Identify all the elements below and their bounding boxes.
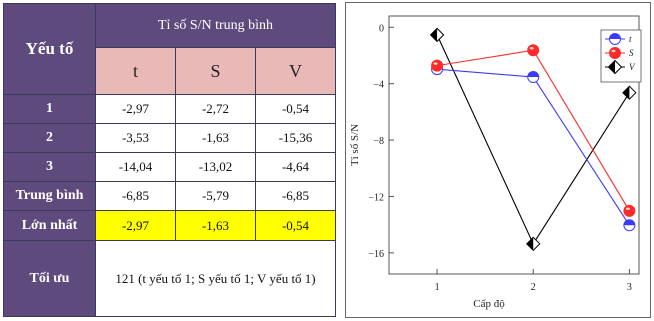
series-S xyxy=(431,44,636,217)
x-tick-label-2: 3 xyxy=(627,282,632,293)
cell-max-v: -0,54 xyxy=(255,210,336,241)
cell-max-s: -1,63 xyxy=(175,210,256,241)
legend-marker-V xyxy=(608,60,615,74)
y-tick-label-1: −4 xyxy=(373,80,384,91)
x-axis-label: Cấp độ xyxy=(473,298,505,310)
series-t-point-2 xyxy=(527,71,539,78)
y-axis-label: Tỉ số S/N xyxy=(349,124,361,166)
series-S-point-2 xyxy=(527,44,540,57)
cell-2-t: -3,53 xyxy=(95,123,176,153)
y-tick-label-3: −12 xyxy=(368,192,384,203)
series-S-point-1-highlight xyxy=(433,62,438,65)
legend-label-t: t xyxy=(629,34,632,44)
chart-legend: tSV xyxy=(600,29,642,83)
cell-2-v: -15,36 xyxy=(255,123,336,153)
series-S-point-3-highlight xyxy=(625,207,630,211)
column-header-s: S xyxy=(175,47,256,95)
series-S-point-3 xyxy=(623,204,636,217)
cell-avg-t: -6,85 xyxy=(95,181,176,211)
y-tick-label-2: −8 xyxy=(373,136,384,147)
row-label-max: Lớn nhất xyxy=(3,210,96,241)
y-tick-label-4: −16 xyxy=(368,249,384,260)
cell-1-v: -0,54 xyxy=(255,94,336,124)
factor-header: Yếu tố xyxy=(3,3,96,95)
row-label-level-3: 3 xyxy=(3,152,96,182)
column-header-t: t xyxy=(95,47,176,95)
series-V-point-3 xyxy=(622,86,630,100)
chart-svg: 0 −4 −8 −12 −16 1 2 3 Cấp độ Tỉ số S/N tSV xyxy=(349,15,642,310)
cell-2-s: -1,63 xyxy=(175,123,256,153)
row-label-average: Trung bình xyxy=(3,181,96,211)
row-label-optimal: Tối ưu xyxy=(3,240,96,317)
sn-table: Yếu tố Tỉ số S/N trung bình t S V 1 -2,9… xyxy=(3,3,336,317)
sn-ratio-table: Yếu tố Tỉ số S/N trung bình t S V 1 -2,9… xyxy=(3,3,336,317)
legend-label-V: V xyxy=(629,62,636,72)
cell-max-t: -2,97 xyxy=(95,210,176,241)
y-tick-label-0: 0 xyxy=(379,23,384,34)
cell-1-t: -2,97 xyxy=(95,94,176,124)
chart-axes: 0 −4 −8 −12 −16 1 2 3 xyxy=(368,23,632,293)
series-t-point-3 xyxy=(623,219,635,226)
sn-mean-header: Tỉ số S/N trung bình xyxy=(95,3,336,48)
series-S-point-1 xyxy=(431,59,444,72)
legend-box xyxy=(600,29,642,83)
chart-series xyxy=(429,27,637,252)
series-V-point-2 xyxy=(526,237,534,251)
series-S-point-2-highlight xyxy=(529,47,534,50)
row-label-level-2: 2 xyxy=(3,123,96,153)
cell-3-s: -13,02 xyxy=(175,152,256,182)
cell-3-t: -14,04 xyxy=(95,152,176,182)
cell-3-v: -4,64 xyxy=(255,152,336,182)
cell-1-s: -2,72 xyxy=(175,94,256,124)
cell-avg-v: -6,85 xyxy=(255,181,336,211)
series-line-t xyxy=(437,68,630,226)
row-label-level-1: 1 xyxy=(3,94,96,124)
legend-label-S: S xyxy=(629,48,634,58)
cell-avg-s: -5,79 xyxy=(175,181,256,211)
series-V xyxy=(429,27,637,252)
optimal-value: 121 (t yếu tố 1; S yếu tố 1; V yếu tố 1) xyxy=(95,240,336,317)
x-tick-label-1: 2 xyxy=(531,282,536,293)
legend-marker-S-highlight xyxy=(611,49,616,53)
legend-marker-S xyxy=(609,47,621,59)
series-line-V xyxy=(436,34,630,245)
plot-frame xyxy=(388,15,640,275)
legend-marker-t xyxy=(609,33,621,39)
column-header-v: V xyxy=(255,47,336,95)
x-tick-label-0: 1 xyxy=(435,282,440,293)
series-V-point-1 xyxy=(430,28,438,42)
